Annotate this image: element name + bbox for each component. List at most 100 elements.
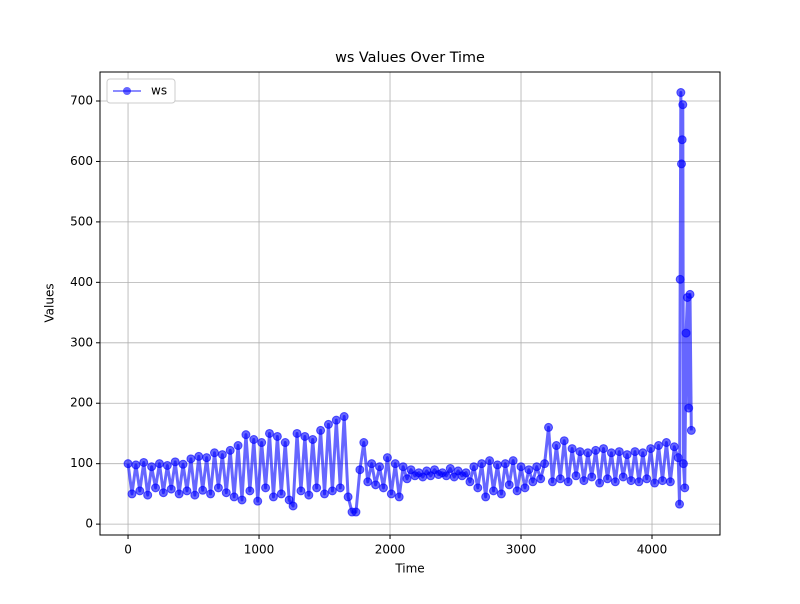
data-point xyxy=(265,428,275,438)
data-point xyxy=(465,477,475,487)
data-point xyxy=(524,465,534,475)
data-point xyxy=(402,474,412,484)
data-point xyxy=(355,465,365,475)
data-point xyxy=(371,480,381,490)
data-point xyxy=(229,492,239,502)
data-point xyxy=(587,472,597,482)
data-point xyxy=(268,492,278,502)
data-point xyxy=(583,448,593,458)
legend-marker xyxy=(123,87,131,95)
data-point xyxy=(654,441,664,451)
data-point xyxy=(675,499,685,509)
data-point xyxy=(217,450,227,460)
data-point xyxy=(292,428,302,438)
x-tick-label: 2000 xyxy=(375,543,406,557)
data-point xyxy=(528,477,538,487)
data-point xyxy=(151,483,161,493)
data-point xyxy=(327,486,337,496)
data-point xyxy=(335,483,345,493)
data-point xyxy=(684,403,694,413)
data-point xyxy=(551,441,561,451)
data-point xyxy=(320,489,330,499)
data-point xyxy=(367,459,377,469)
data-point xyxy=(481,492,491,502)
data-point xyxy=(394,492,404,502)
data-point xyxy=(492,460,502,470)
data-point xyxy=(147,462,157,472)
data-point xyxy=(331,415,341,425)
data-point xyxy=(257,438,267,448)
x-tick-label: 3000 xyxy=(506,543,537,557)
data-point xyxy=(378,483,388,493)
data-point xyxy=(630,447,640,457)
data-point xyxy=(182,486,192,496)
data-point xyxy=(213,483,223,493)
data-point xyxy=(308,434,318,444)
y-tick-label: 300 xyxy=(70,335,93,349)
data-point xyxy=(610,477,620,487)
data-point xyxy=(209,448,219,458)
y-tick-label: 200 xyxy=(70,396,93,410)
data-point xyxy=(516,462,526,472)
data-point xyxy=(678,100,688,110)
data-point xyxy=(194,451,204,461)
data-point xyxy=(504,480,514,490)
legend: ws xyxy=(106,78,176,104)
chart-title: ws Values Over Time xyxy=(335,50,485,66)
data-point xyxy=(245,486,255,496)
data-point xyxy=(678,459,688,469)
data-point xyxy=(646,444,656,454)
data-point xyxy=(469,462,479,472)
data-point xyxy=(676,159,686,169)
data-point xyxy=(595,478,605,488)
data-point xyxy=(626,476,636,486)
data-point xyxy=(657,476,667,486)
data-point xyxy=(575,447,585,457)
data-point xyxy=(375,462,385,472)
data-point xyxy=(225,445,235,455)
data-point xyxy=(382,453,392,463)
data-point xyxy=(288,501,298,511)
data-point xyxy=(233,441,243,451)
y-axis-label: Values xyxy=(43,283,57,322)
x-axis-label: Time xyxy=(394,562,424,576)
data-point xyxy=(206,489,216,499)
data-point xyxy=(591,445,601,455)
data-point xyxy=(650,478,660,488)
data-point xyxy=(304,490,314,500)
data-point xyxy=(158,488,168,498)
data-point xyxy=(162,460,172,470)
data-point xyxy=(473,483,483,493)
data-point xyxy=(166,484,176,494)
data-point xyxy=(685,289,695,299)
data-point xyxy=(559,436,569,446)
data-point xyxy=(261,483,271,493)
data-point xyxy=(634,477,644,487)
x-tick-label: 0 xyxy=(124,543,132,557)
data-point xyxy=(339,412,349,422)
data-point xyxy=(599,444,609,454)
data-point xyxy=(686,425,696,435)
data-point xyxy=(544,422,554,432)
data-point xyxy=(642,474,652,484)
y-tick-label: 700 xyxy=(70,94,93,108)
data-point xyxy=(139,457,149,467)
data-point xyxy=(386,489,396,499)
data-point xyxy=(638,448,648,458)
data-point xyxy=(555,474,565,484)
data-point xyxy=(178,459,188,469)
data-point xyxy=(532,462,542,472)
data-point xyxy=(174,489,184,499)
data-point xyxy=(127,489,137,499)
data-point xyxy=(567,444,577,454)
y-tick-label: 400 xyxy=(70,275,93,289)
data-point xyxy=(186,454,196,464)
data-point xyxy=(202,453,212,463)
data-point xyxy=(276,489,286,499)
data-point xyxy=(445,464,455,474)
data-point xyxy=(563,477,573,487)
y-tick-label: 500 xyxy=(70,214,93,228)
data-point xyxy=(253,496,263,506)
data-point xyxy=(323,419,333,429)
data-point xyxy=(500,459,510,469)
